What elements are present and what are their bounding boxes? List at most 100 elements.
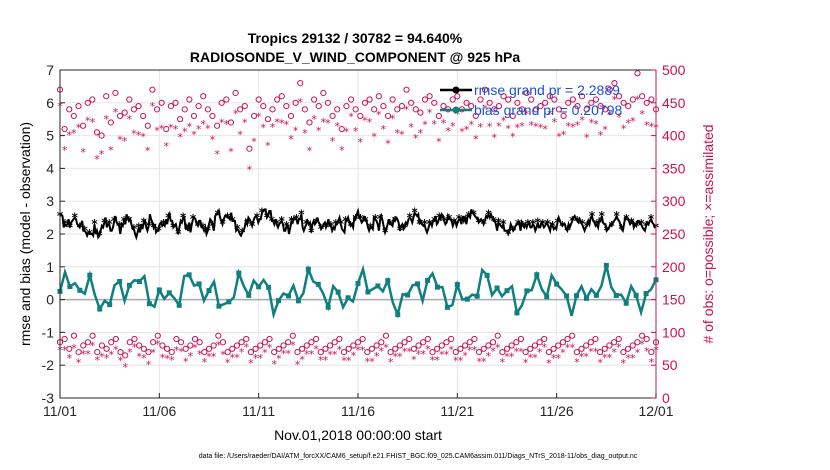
obs-assimilated-marker: * <box>164 353 170 366</box>
obs-possible-marker <box>252 345 259 352</box>
obs-possible-marker <box>629 96 636 103</box>
obs-assimilated-marker: * <box>500 356 506 369</box>
obs-possible-marker <box>278 93 285 100</box>
obs-possible-marker <box>107 119 114 126</box>
obs-assimilated-marker: * <box>418 127 424 140</box>
obs-possible-marker <box>75 348 82 356</box>
y-left-tick-label: 1 <box>46 259 54 275</box>
obs-assimilated-marker: * <box>99 148 105 161</box>
obs-assimilated-marker: * <box>616 341 622 354</box>
obs-possible-marker <box>345 345 352 352</box>
obs-assimilated-marker: * <box>311 113 317 126</box>
obs-possible-marker <box>449 96 456 103</box>
obs-possible-marker <box>440 102 447 110</box>
obs-possible-marker <box>573 348 580 356</box>
bias-point <box>613 292 619 298</box>
obs-assimilated-marker: * <box>574 356 580 369</box>
obs-assimilated-marker: * <box>178 345 184 358</box>
rmse-point: * <box>402 220 409 234</box>
obs-possible-marker <box>209 112 216 120</box>
obs-assimilated-marker: * <box>416 348 422 361</box>
obs-possible-marker <box>94 348 101 356</box>
obs-possible-marker <box>537 102 544 110</box>
obs-possible-marker <box>559 339 566 346</box>
obs-assimilated-marker: * <box>639 338 645 351</box>
bias-point <box>643 291 649 297</box>
obs-possible-marker <box>154 332 161 339</box>
obs-assimilated-marker: * <box>404 103 410 116</box>
obs-assimilated-marker: * <box>108 144 114 157</box>
rmse-point: * <box>234 222 241 236</box>
obs-assimilated-marker: * <box>188 350 194 363</box>
obs-assimilated-marker: * <box>233 107 239 120</box>
obs-assimilated-marker: * <box>583 351 589 364</box>
obs-possible-marker <box>499 348 506 356</box>
obs-assimilated-marker: * <box>385 137 391 150</box>
obs-possible-marker <box>61 125 68 133</box>
obs-possible-marker <box>98 132 105 139</box>
obs-assimilated-marker: * <box>104 352 110 365</box>
bias-point <box>464 296 470 302</box>
obs-possible-marker <box>477 96 484 103</box>
obs-assimilated-marker: * <box>302 127 308 140</box>
obs-possible-marker <box>153 106 161 113</box>
rmse-point: * <box>544 217 551 231</box>
rmse-point: * <box>554 216 561 230</box>
obs-assimilated-marker: * <box>257 352 263 365</box>
bias-point <box>375 283 381 289</box>
bias-point <box>117 279 123 285</box>
bias-point <box>425 277 431 283</box>
rmse-point: * <box>648 212 655 226</box>
obs-possible-marker <box>634 70 641 77</box>
obs-assimilated-marker: * <box>160 351 166 364</box>
obs-assimilated-marker: * <box>248 357 254 370</box>
obs-assimilated-marker: * <box>309 348 315 361</box>
obs-assimilated-marker: * <box>365 355 371 368</box>
obs-possible-marker <box>410 345 417 352</box>
rmse-point: * <box>471 207 478 221</box>
obs-possible-marker <box>514 99 521 106</box>
obs-assimilated-marker: * <box>299 353 305 366</box>
x-tick-label: 11/21 <box>440 403 474 419</box>
obs-possible-marker <box>648 96 655 103</box>
rmse-point: * <box>549 219 556 233</box>
obs-possible-marker <box>634 339 641 346</box>
rmse-point: * <box>283 219 290 233</box>
obs-assimilated-marker: * <box>644 345 650 358</box>
obs-possible-marker <box>373 342 380 349</box>
obs-possible-marker <box>359 335 366 343</box>
obs-assimilated-marker: * <box>225 357 231 370</box>
obs-assimilated-marker: * <box>150 347 156 360</box>
obs-possible-marker <box>187 342 194 349</box>
obs-assimilated-marker: * <box>154 124 160 137</box>
x-axis-label: Nov.01,2018 00:00:00 start <box>274 427 442 443</box>
bias-point <box>345 295 351 301</box>
obs-assimilated-marker: * <box>546 357 552 370</box>
obs-possible-marker <box>366 96 373 103</box>
obs-assimilated-marker: * <box>81 348 87 361</box>
legend-swatch-marker <box>452 86 460 94</box>
obs-assimilated-marker: * <box>439 349 445 362</box>
obs-possible-marker <box>274 96 281 103</box>
obs-assimilated-marker: * <box>191 128 197 141</box>
obs-possible-marker <box>205 345 213 352</box>
rmse-point: * <box>160 217 167 231</box>
obs-assimilated-marker: * <box>376 109 382 122</box>
obs-assimilated-marker: * <box>196 123 202 136</box>
bias-point <box>633 292 639 298</box>
obs-assimilated-marker: * <box>462 349 468 362</box>
rmse-point: * <box>170 220 177 234</box>
rmse-point: * <box>343 214 350 228</box>
rmse-point: * <box>96 229 103 243</box>
obs-possible-marker <box>66 345 73 352</box>
obs-assimilated-marker: * <box>519 120 525 133</box>
obs-assimilated-marker: * <box>560 347 566 360</box>
obs-possible-marker <box>247 348 255 356</box>
obs-possible-marker <box>639 93 646 100</box>
obs-possible-marker <box>350 342 357 349</box>
obs-assimilated-marker: * <box>430 354 436 367</box>
obs-possible-marker <box>308 339 315 346</box>
rmse-point: * <box>72 211 79 225</box>
rmse-point: * <box>456 212 463 226</box>
rmse-point: * <box>446 212 453 226</box>
